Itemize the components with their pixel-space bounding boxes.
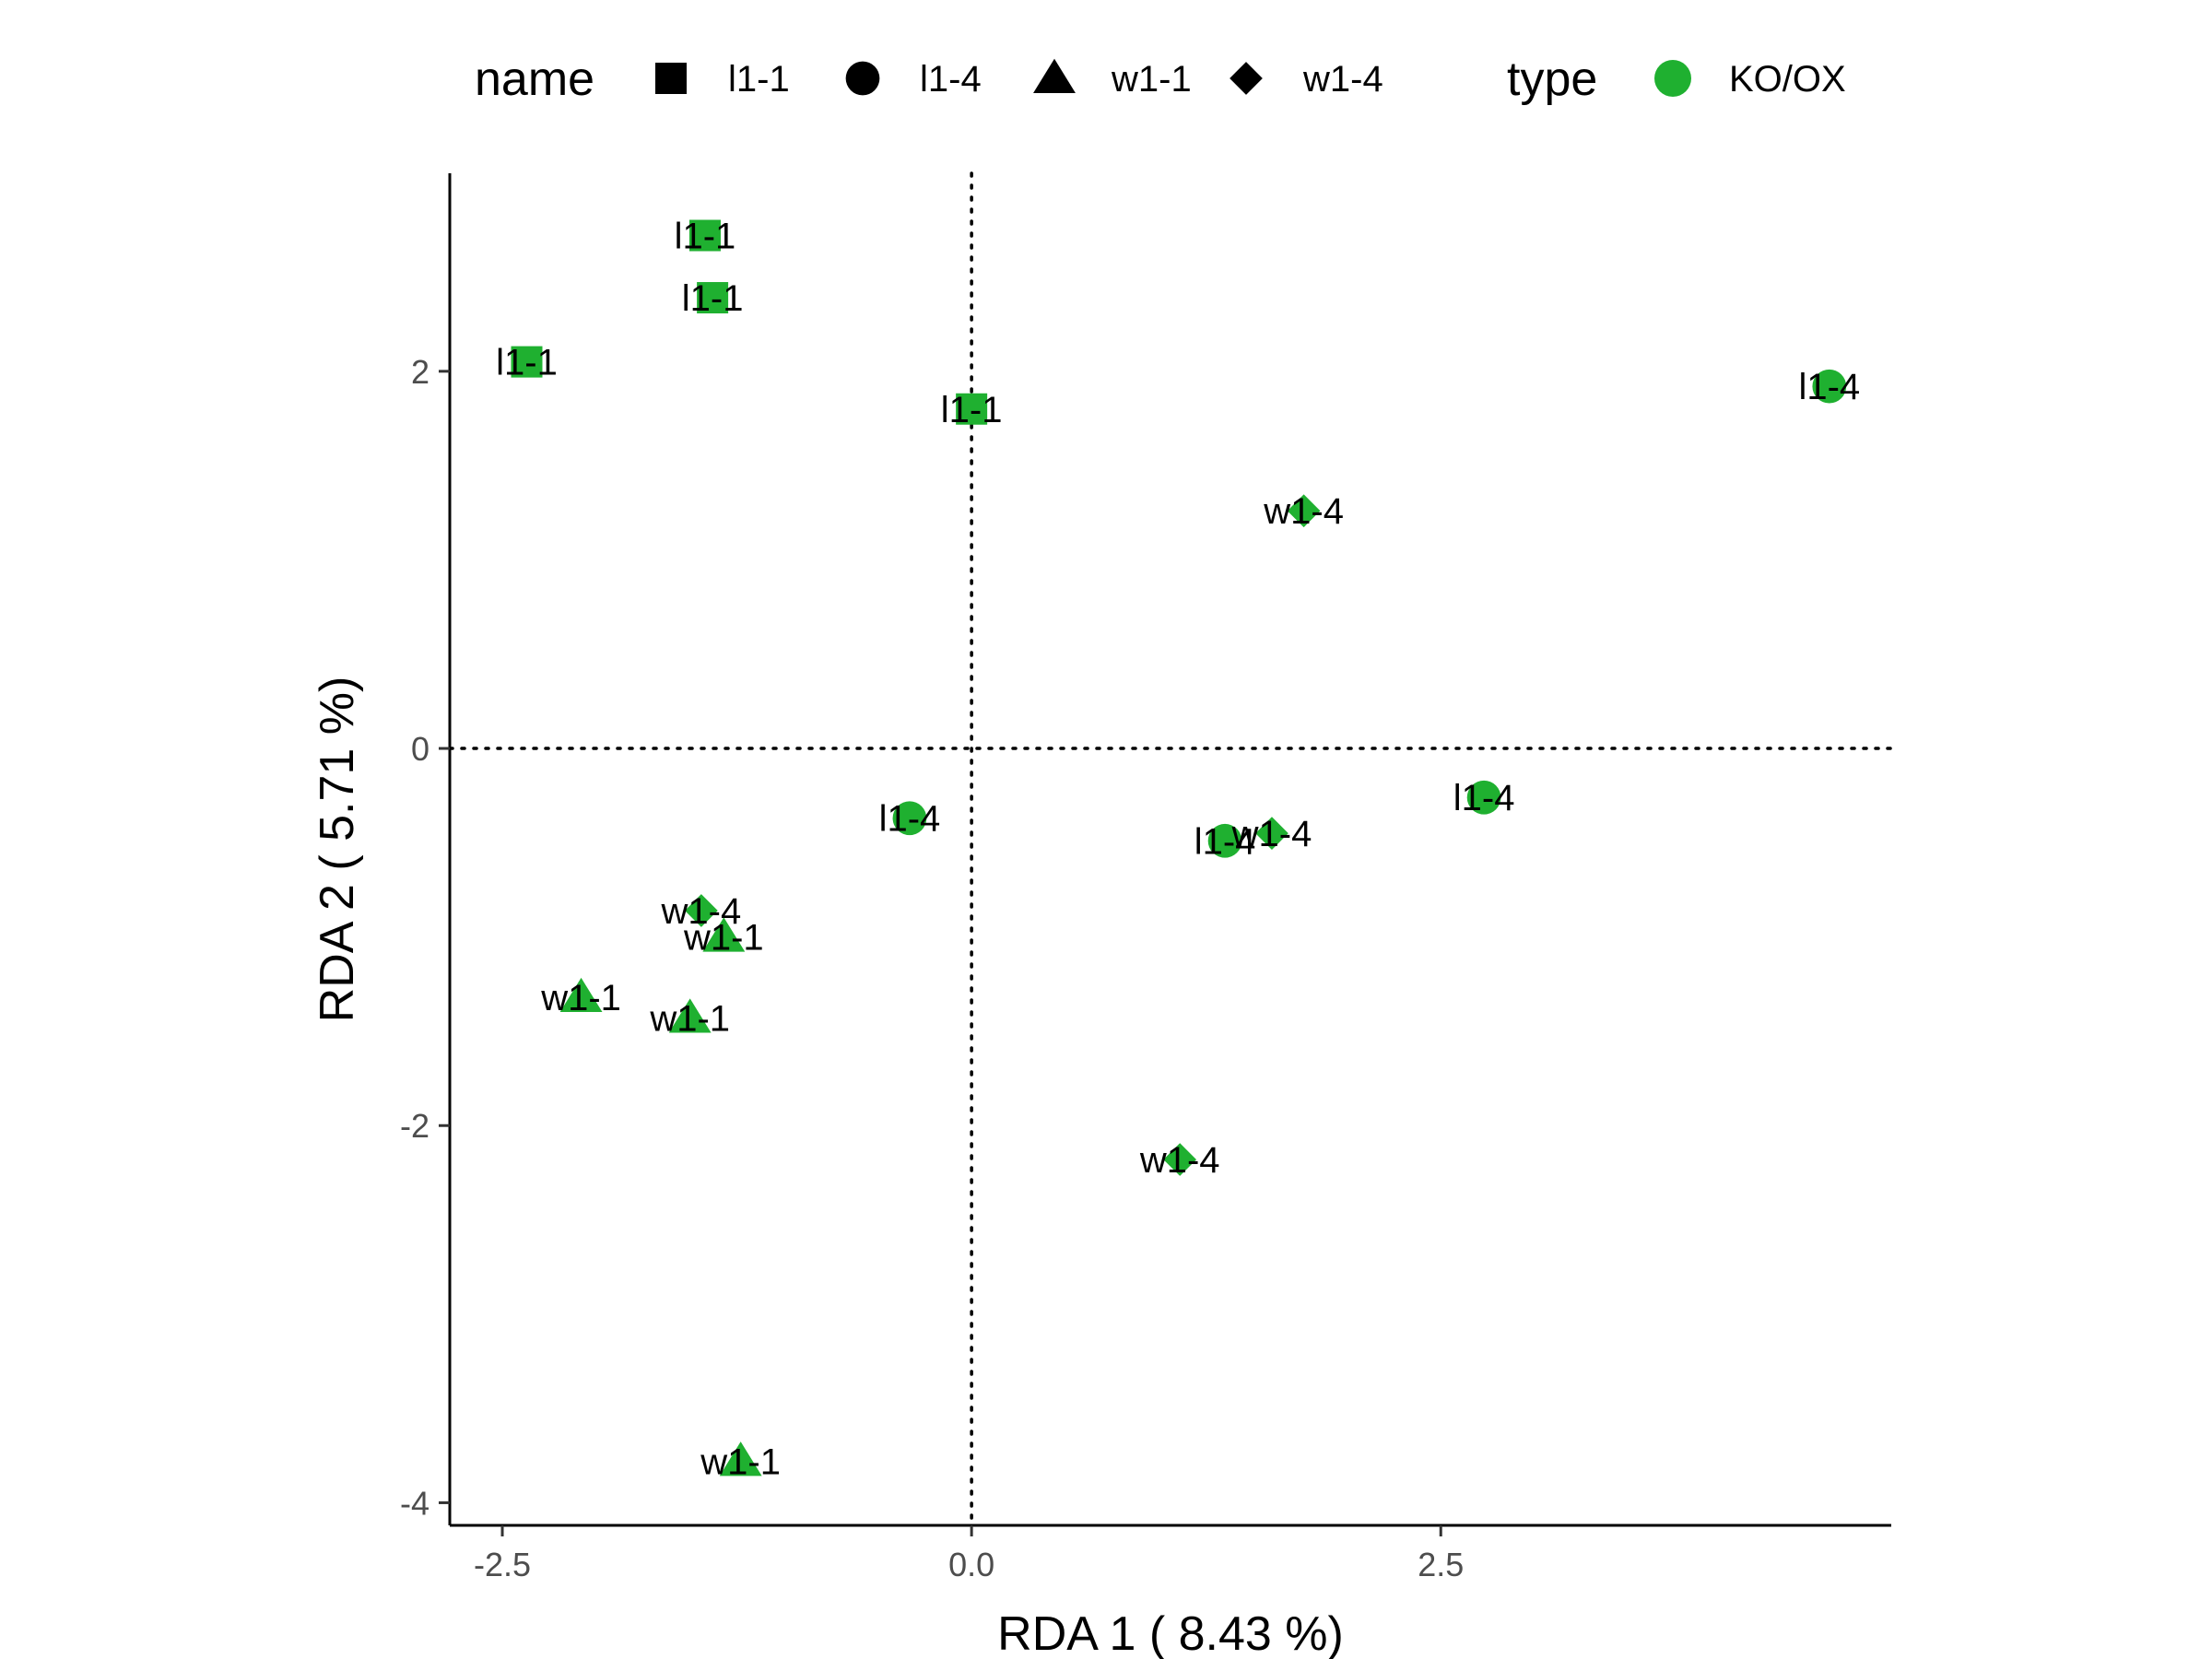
point-w1-4 (685, 894, 718, 927)
legend-key-KO/OX (1654, 60, 1691, 97)
legend-name-title: name (475, 53, 594, 106)
y-axis-title: RDA 2 ( 5.71 %) (311, 677, 364, 1023)
point-label-w1-4: w1-4 (661, 891, 742, 932)
y-tick-label: 0 (411, 730, 429, 768)
point-label-w1-1: w1-1 (649, 999, 730, 1040)
point-label-w1-1: w1-1 (683, 918, 764, 959)
point-w1-1 (702, 917, 746, 952)
legend-label-l1-1: l1-1 (728, 59, 790, 100)
legend-label-w1-4: w1-4 (1302, 59, 1383, 100)
point-label-l1-1: l1-1 (496, 343, 558, 383)
point-l1-1 (956, 393, 988, 425)
point-label-l1-1: l1-1 (675, 217, 736, 257)
point-w1-4 (1287, 494, 1321, 528)
point-label-w1-1: w1-1 (540, 978, 621, 1018)
reference-lines (448, 171, 1893, 1527)
point-l1-4 (1466, 780, 1501, 815)
legend-key-l1-4 (845, 61, 880, 96)
legend-label-w1-1: w1-1 (1111, 59, 1192, 100)
point-w1-1 (668, 998, 712, 1033)
legend-label-l1-4: l1-4 (920, 59, 982, 100)
x-tick-label: -2.5 (474, 1546, 531, 1583)
point-l1-4 (1207, 823, 1242, 858)
point-label-w1-4: w1-4 (1263, 491, 1344, 532)
point-label-l1-1: l1-1 (682, 278, 744, 319)
x-tick-label: 0.0 (948, 1546, 994, 1583)
legend-type-title: type (1507, 53, 1597, 106)
legend-key-l1-1 (655, 63, 687, 94)
point-w1-1 (559, 977, 603, 1013)
point-l1-4 (1812, 369, 1847, 404)
x-tick-label: 2.5 (1418, 1546, 1464, 1583)
point-label-w1-4: w1-4 (1139, 1140, 1220, 1181)
point-label-w1-4: w1-4 (1231, 814, 1312, 854)
legend-key-w1-4 (1230, 62, 1263, 95)
point-l1-1 (697, 282, 729, 314)
point-label-l1-1: l1-1 (941, 390, 1003, 430)
point-label-w1-1: w1-1 (700, 1441, 781, 1482)
point-w1-1 (719, 1441, 762, 1477)
legend-label-KO/OX: KO/OX (1729, 59, 1846, 100)
point-labels: l1-1 l1-1 l1-1 l1-1 l1-4 l1-4 l1-4 l1-4 w1-1 w1-1… (496, 217, 1860, 1483)
y-tick-label: -2 (400, 1107, 429, 1145)
point-label-l1-4: l1-4 (1798, 367, 1860, 407)
legend-key-w1-1 (1033, 58, 1076, 93)
y-tick-label: 2 (411, 353, 429, 391)
legend: name l1-1 l1-4 w1-1 w1-4 type KO/OX (475, 53, 1846, 106)
point-label-l1-4: l1-4 (879, 799, 941, 840)
point-l1-1 (688, 219, 721, 252)
point-label-l1-4: l1-4 (1453, 778, 1515, 818)
data-points (511, 219, 1847, 1477)
x-axis-title: RDA 1 ( 8.43 %) (997, 1607, 1344, 1659)
axes: -2.5 0.0 2.5 -4 -2 0 2 (400, 173, 1891, 1583)
y-tick-label: -4 (400, 1484, 429, 1522)
point-w1-4 (1255, 817, 1288, 850)
point-l1-1 (511, 346, 543, 378)
point-label-l1-4: l1-4 (1194, 821, 1256, 862)
point-w1-4 (1163, 1143, 1197, 1176)
point-l1-4 (892, 801, 927, 836)
